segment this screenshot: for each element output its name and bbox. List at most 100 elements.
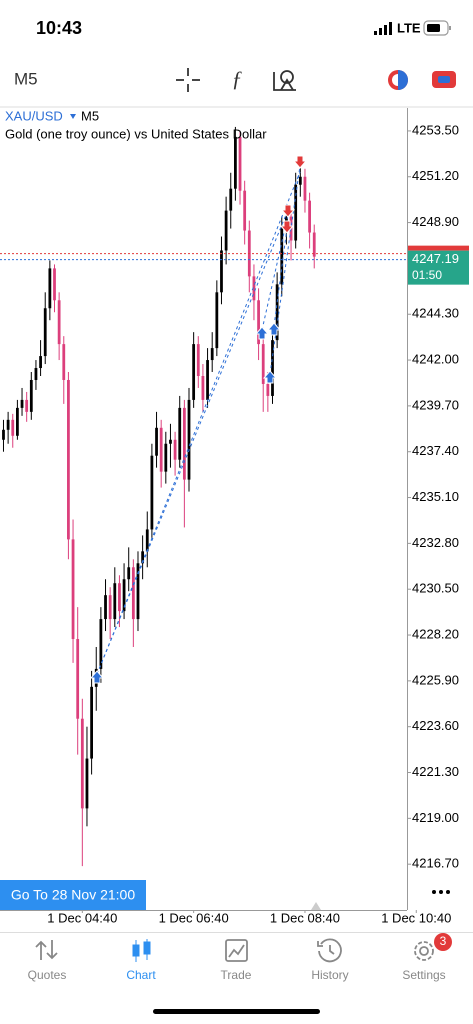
current-price: 4247.19 xyxy=(412,251,459,266)
candle-body xyxy=(48,268,52,309)
candle-body xyxy=(229,188,233,211)
candle-body xyxy=(266,383,270,396)
settings-badge xyxy=(434,933,452,951)
candle-body xyxy=(67,379,70,540)
candle-body xyxy=(233,136,237,189)
crosshair-button[interactable] xyxy=(176,68,200,92)
trade-icon[interactable] xyxy=(225,939,248,962)
buy-arrows xyxy=(89,322,282,684)
candle-body xyxy=(308,200,311,233)
history-icon[interactable] xyxy=(317,938,342,963)
candle-body xyxy=(108,595,112,620)
y-tick-label: 4228.20 xyxy=(412,626,459,641)
candle-body xyxy=(62,344,66,380)
y-tick-label: 4223.60 xyxy=(412,718,459,733)
shift-marker[interactable] xyxy=(311,902,321,910)
candle-body xyxy=(136,563,140,620)
y-tick-label: 4232.80 xyxy=(412,535,459,550)
candle-body xyxy=(238,136,242,191)
candle-body xyxy=(173,439,177,460)
candle-body xyxy=(196,344,200,376)
candle-body xyxy=(145,529,149,552)
symbol[interactable]: XAU/USD xyxy=(5,108,63,123)
candle-body xyxy=(2,429,5,440)
candle-body xyxy=(16,407,19,436)
candle-body xyxy=(210,348,214,361)
candle-body xyxy=(215,292,219,349)
candle-body xyxy=(169,439,172,444)
price-tag xyxy=(408,250,469,285)
indicators-button[interactable]: ƒ xyxy=(232,66,243,91)
symbol-dropdown[interactable] xyxy=(70,114,76,119)
candle-body xyxy=(178,407,182,460)
tab-label[interactable]: History xyxy=(311,968,348,982)
objects-button[interactable] xyxy=(273,70,296,91)
tab-label[interactable]: Settings xyxy=(402,968,445,982)
settings-icon[interactable] xyxy=(414,941,434,961)
candle-body xyxy=(20,399,24,408)
candle-body xyxy=(220,250,223,293)
candle-body xyxy=(85,758,89,809)
signal-icon xyxy=(374,22,392,35)
candle-body xyxy=(261,344,265,384)
sell-arrows xyxy=(279,155,308,234)
go-to-button[interactable] xyxy=(0,880,146,910)
candle-body xyxy=(206,360,209,400)
y-tick-label: 4216.70 xyxy=(412,856,459,871)
y-tick-label: 4219.00 xyxy=(412,810,459,825)
candle-body xyxy=(25,399,29,412)
x-tick-label: 1 Dec 04:40 xyxy=(47,910,117,925)
candle-body xyxy=(271,340,274,396)
y-tick-label: 4251.20 xyxy=(412,168,459,183)
candle-body xyxy=(243,190,247,231)
candle-body xyxy=(131,567,135,620)
clock: 10:43 xyxy=(36,18,82,38)
candle-body xyxy=(294,184,298,241)
tab-label[interactable]: Trade xyxy=(221,968,252,982)
y-tick-label: 4244.30 xyxy=(412,306,459,321)
candle-body xyxy=(53,268,56,301)
candle-body xyxy=(71,539,75,640)
x-tick-label: 1 Dec 06:40 xyxy=(159,910,229,925)
trade-button[interactable] xyxy=(388,70,408,90)
candle-body xyxy=(303,176,307,201)
timeframe-button[interactable]: M5 xyxy=(14,69,38,88)
go-to-label[interactable]: Go To 28 Nov 21:00 xyxy=(11,887,135,903)
candle-body xyxy=(275,284,279,341)
candle-body xyxy=(43,308,47,357)
candle-body xyxy=(141,551,145,564)
candle-body xyxy=(155,427,158,456)
candle-body xyxy=(192,344,196,400)
chart-timeframe: M5 xyxy=(81,108,99,123)
candle-body xyxy=(11,419,15,436)
candle-body xyxy=(312,232,316,257)
y-tick-label: 4225.90 xyxy=(412,672,459,687)
candle-body xyxy=(257,300,260,345)
home-indicator xyxy=(153,1009,320,1014)
candle-body xyxy=(182,407,186,480)
candle-body xyxy=(113,583,117,620)
x-tick-label: 1 Dec 10:40 xyxy=(381,910,451,925)
candle-body xyxy=(280,228,284,285)
tab-label[interactable]: Quotes xyxy=(28,968,67,982)
symbol-description: Gold (one troy ounce) vs United States D… xyxy=(5,126,267,141)
tab-label[interactable]: Chart xyxy=(126,968,156,982)
candle-body xyxy=(164,443,168,472)
candle-body xyxy=(29,379,33,412)
candle-body xyxy=(104,595,107,620)
chart-icon[interactable] xyxy=(132,939,151,962)
candle-body xyxy=(224,210,228,251)
quotes-icon[interactable] xyxy=(35,940,58,960)
candle-body xyxy=(57,300,61,345)
bar-timer: 01:50 xyxy=(412,268,442,282)
account-button[interactable] xyxy=(432,71,456,88)
y-tick-label: 4235.10 xyxy=(412,489,459,504)
candle-body xyxy=(99,619,103,669)
y-tick-label: 4242.00 xyxy=(412,351,459,366)
trade-lines xyxy=(96,165,301,675)
more-button[interactable] xyxy=(432,890,450,894)
battery-icon xyxy=(423,20,451,36)
candle-body xyxy=(150,455,154,530)
x-tick-label: 1 Dec 08:40 xyxy=(270,910,340,925)
